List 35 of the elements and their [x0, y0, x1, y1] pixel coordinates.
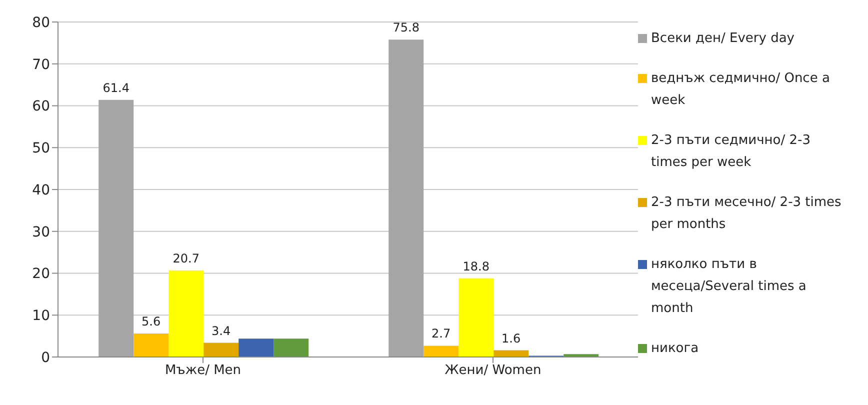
legend-label: Всеки ден/ Every day	[651, 30, 794, 48]
bar	[458, 278, 494, 357]
y-tick-label: 10	[32, 308, 50, 324]
y-tick-label: 60	[32, 98, 50, 115]
bar	[494, 350, 529, 357]
legend-label: няколко пъти в месеца/Several times a month	[651, 256, 808, 318]
x-tick-label: Жени/ Women	[444, 363, 542, 378]
bar	[134, 334, 169, 357]
data-label: 18.8	[462, 259, 490, 274]
y-tick-label: 50	[32, 140, 50, 157]
data-label: 61.4	[102, 80, 130, 95]
legend-label: 2-3 пъти месечно/ 2-3 times per months	[651, 194, 842, 234]
bar	[98, 100, 134, 357]
bar	[388, 40, 424, 357]
legend-label: никога	[651, 340, 699, 358]
data-label: 20.7	[172, 251, 200, 266]
data-label: 5.6	[142, 314, 161, 329]
bar	[424, 346, 459, 357]
data-label: 75.8	[392, 20, 420, 35]
data-label: 2.7	[432, 326, 451, 341]
bar	[274, 338, 309, 357]
bar	[238, 338, 274, 357]
data-label: 1.6	[502, 331, 521, 346]
data-label: 3.4	[212, 324, 231, 338]
legend-label: 2-3 пъти седмично/ 2-3 times per week	[651, 132, 812, 172]
bar	[204, 342, 239, 357]
y-tick-label: 40	[32, 182, 50, 198]
y-tick-label: 70	[32, 56, 50, 73]
x-tick-label: Мъже/ Men	[164, 363, 242, 378]
y-tick-label: 0	[41, 350, 50, 366]
y-tick-label: 80	[32, 14, 50, 31]
legend-label: веднъж седмично/ Once a week	[651, 70, 831, 110]
y-tick-label: 30	[32, 224, 50, 240]
bar	[168, 270, 204, 357]
y-tick-label: 20	[32, 266, 50, 282]
